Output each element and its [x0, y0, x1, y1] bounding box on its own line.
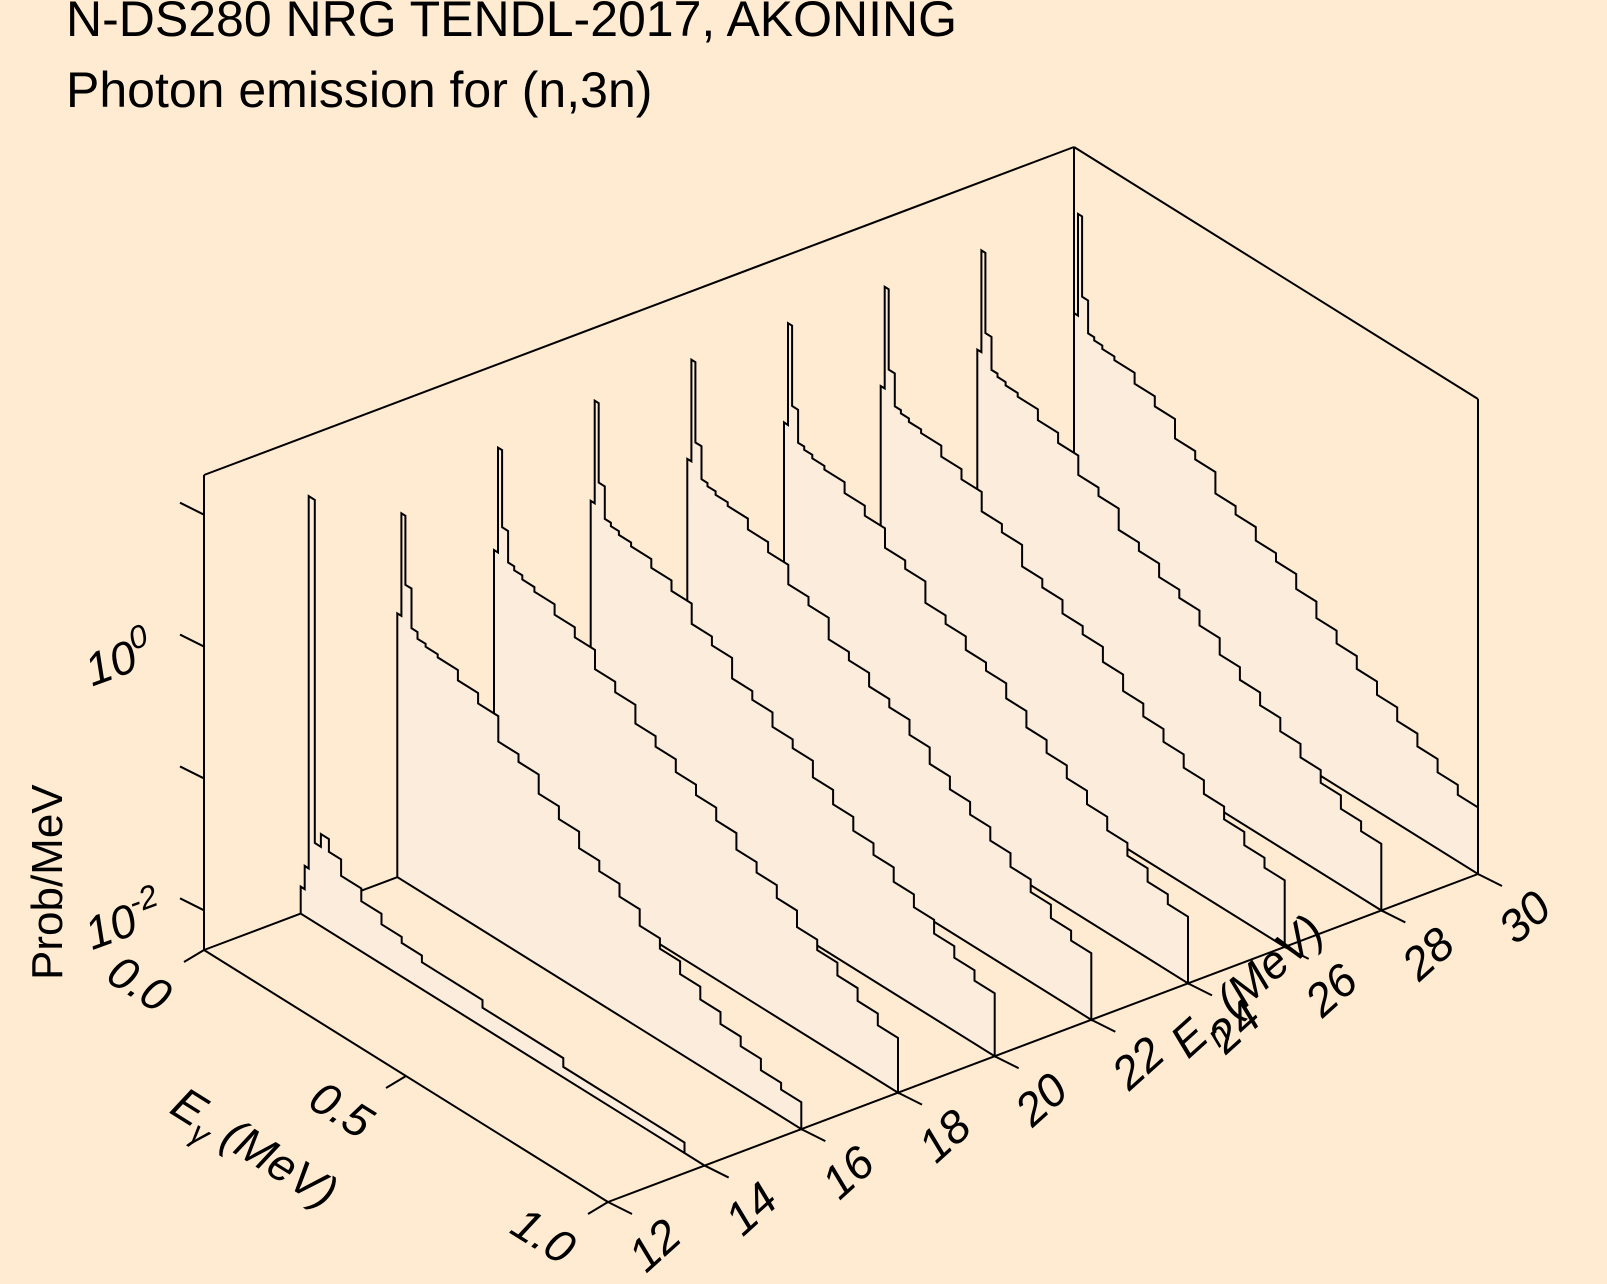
- x-tick-mark: [183, 949, 205, 963]
- y-tick-mark: [704, 1164, 730, 1179]
- z-tick-mark: [179, 765, 205, 780]
- y-tick-mark: [1477, 873, 1503, 887]
- back-top-edge: [203, 146, 1075, 476]
- right-top-edge: [1073, 146, 1479, 400]
- chart-title: N-DS280 NRG TENDL-2017, AKONING: [66, 0, 957, 47]
- z-tick-mark: [179, 897, 205, 912]
- y-tick-mark: [1090, 1018, 1116, 1033]
- spectrum-en-14: [299, 494, 706, 1167]
- x-tick-mark: [587, 1201, 609, 1215]
- x-tick-mark: [385, 1075, 407, 1089]
- spectrum-en-26: [879, 284, 1286, 949]
- y-tick-mark: [1187, 982, 1213, 997]
- z-tick-mark: [179, 501, 205, 516]
- spectrum-en-30: [1073, 212, 1479, 876]
- spectra-group: [299, 212, 1479, 1167]
- spectrum-en-20: [589, 398, 996, 1059]
- spectrum-en-18: [493, 445, 899, 1095]
- y-tick-mark: [897, 1091, 923, 1106]
- y-tick-mark: [800, 1128, 826, 1143]
- y-tick-mark: [1380, 909, 1406, 924]
- spectrum-en-22: [686, 357, 1093, 1022]
- y-tick-mark: [994, 1055, 1020, 1070]
- z-tick-mark: [179, 633, 205, 648]
- y-tick-mark: [607, 1201, 633, 1215]
- z-axis-label: Prob/MeV: [23, 784, 72, 980]
- y-tick-mark: [1284, 945, 1310, 960]
- chart-subtitle: Photon emission for (n,3n): [66, 62, 652, 118]
- spectrum-en-24: [783, 321, 1189, 986]
- y-axis-line: [607, 873, 1479, 1203]
- spectrum-en-28: [976, 248, 1383, 913]
- spectrum-en-16: [396, 511, 803, 1131]
